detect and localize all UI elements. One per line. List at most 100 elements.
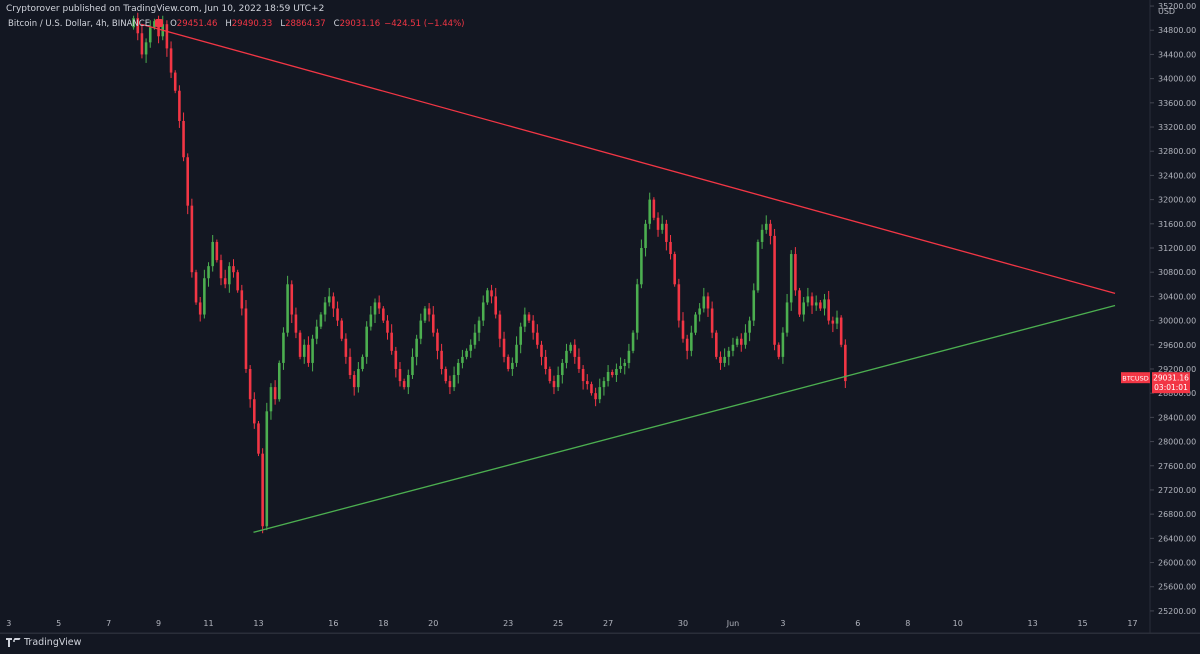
candle-body xyxy=(248,368,252,400)
candle-body xyxy=(315,326,319,339)
candle-body xyxy=(681,320,685,339)
candle-body xyxy=(369,314,373,327)
candle-body xyxy=(211,241,214,267)
x-tick-label: Jun xyxy=(726,619,740,628)
candle-body xyxy=(631,332,635,351)
y-tick-label: 28000.00 xyxy=(1158,438,1196,447)
candle-body xyxy=(261,453,264,527)
x-tick-label: 23 xyxy=(503,619,513,628)
y-tick-label: 26000.00 xyxy=(1158,559,1196,568)
candle-body xyxy=(577,356,581,369)
y-tick-label: 31200.00 xyxy=(1158,244,1196,253)
x-tick-label: 9 xyxy=(156,619,161,628)
candle-body xyxy=(173,72,177,91)
y-tick-label: 28800.00 xyxy=(1158,389,1196,398)
candle-body xyxy=(648,199,652,224)
tradingview-logo[interactable]: TradingView xyxy=(6,637,81,648)
candle-body xyxy=(215,241,219,261)
candle-body xyxy=(465,350,468,357)
time-axis[interactable]: 3 5 7 9 11 13 16 18 20 23 25 27 30 Jun 3 6 8 10 13 15 17 xyxy=(0,619,1200,633)
candle-body xyxy=(835,317,839,324)
candle-body xyxy=(519,326,522,345)
y-tick-label: 30800.00 xyxy=(1158,268,1196,277)
candle-body xyxy=(407,375,410,388)
candle-body xyxy=(669,241,672,255)
low-key: L xyxy=(280,19,286,29)
low-value: 28864.37 xyxy=(285,19,326,29)
candle-body xyxy=(203,278,206,315)
candle-body xyxy=(802,302,805,315)
resistance-trendline[interactable] xyxy=(140,23,1116,294)
candle-body xyxy=(444,368,448,382)
trendlines[interactable] xyxy=(140,23,1116,533)
candle-body xyxy=(469,344,473,351)
x-tick-label: 30 xyxy=(678,619,688,628)
candle-body xyxy=(244,308,248,369)
price-badge-countdown: 03:01:01 xyxy=(1154,383,1188,392)
candle-body xyxy=(198,302,202,315)
candle-body xyxy=(207,266,210,279)
candle-body xyxy=(452,375,456,388)
candle-body xyxy=(290,284,294,315)
candle-body xyxy=(739,338,743,345)
candle-body xyxy=(311,338,314,363)
candle-body xyxy=(644,223,647,248)
series-color-icon xyxy=(155,19,164,27)
candle-body xyxy=(773,235,776,345)
support-trendline[interactable] xyxy=(253,304,1116,533)
candle-body xyxy=(236,272,239,291)
high-value: 29490.33 xyxy=(231,19,273,29)
candle-body xyxy=(656,217,660,230)
x-tick-label: 20 xyxy=(428,619,438,628)
ohlc-legend: Bitcoin / U.S. Dollar, 4h, BINANCE O29451… xyxy=(8,19,468,29)
candle-body xyxy=(789,254,793,303)
y-tick-label: 30000.00 xyxy=(1158,317,1196,326)
candle-body xyxy=(665,223,668,242)
candle-body xyxy=(419,320,423,339)
x-tick-label: 17 xyxy=(1127,619,1137,628)
candle-body xyxy=(219,260,223,279)
candle-body xyxy=(640,248,643,285)
candle-body xyxy=(677,284,681,321)
candle-body xyxy=(298,332,302,357)
candle-body xyxy=(240,290,244,309)
candle-body xyxy=(382,308,385,321)
candle-body xyxy=(814,302,818,306)
x-tick-label: 3 xyxy=(6,619,11,628)
candle-body xyxy=(652,199,656,218)
y-tick-label: 34800.00 xyxy=(1158,26,1196,35)
candlesticks xyxy=(132,12,847,534)
candle-body xyxy=(806,296,810,303)
y-tick-label: 28400.00 xyxy=(1158,413,1196,422)
x-tick-label: 10 xyxy=(953,619,963,628)
candle-body xyxy=(748,320,751,333)
candle-body xyxy=(448,381,452,388)
candle-body xyxy=(456,362,460,376)
candle-body xyxy=(365,326,368,357)
candle-body xyxy=(623,362,627,366)
candle-body xyxy=(502,338,506,357)
y-tick-label: 32400.00 xyxy=(1158,171,1196,180)
tradingview-brand: TradingView xyxy=(24,637,82,648)
candle-body xyxy=(727,350,731,357)
x-tick-label: 3 xyxy=(780,619,785,628)
candle-body xyxy=(561,362,564,376)
candle-body xyxy=(473,332,477,345)
candle-body xyxy=(581,368,585,382)
candle-body xyxy=(265,411,269,527)
candle-body xyxy=(615,368,618,376)
candle-body xyxy=(531,320,535,333)
candle-body xyxy=(715,332,718,357)
candle-body xyxy=(232,266,235,273)
candle-body xyxy=(190,205,194,273)
candle-body xyxy=(756,241,760,291)
candle-body xyxy=(340,320,344,339)
close-key: C xyxy=(333,19,340,29)
candle-body xyxy=(527,314,531,321)
candle-body xyxy=(719,356,722,363)
symbol-title[interactable]: Bitcoin / U.S. Dollar, 4h, BINANCE xyxy=(8,19,151,29)
candle-body xyxy=(823,299,826,309)
